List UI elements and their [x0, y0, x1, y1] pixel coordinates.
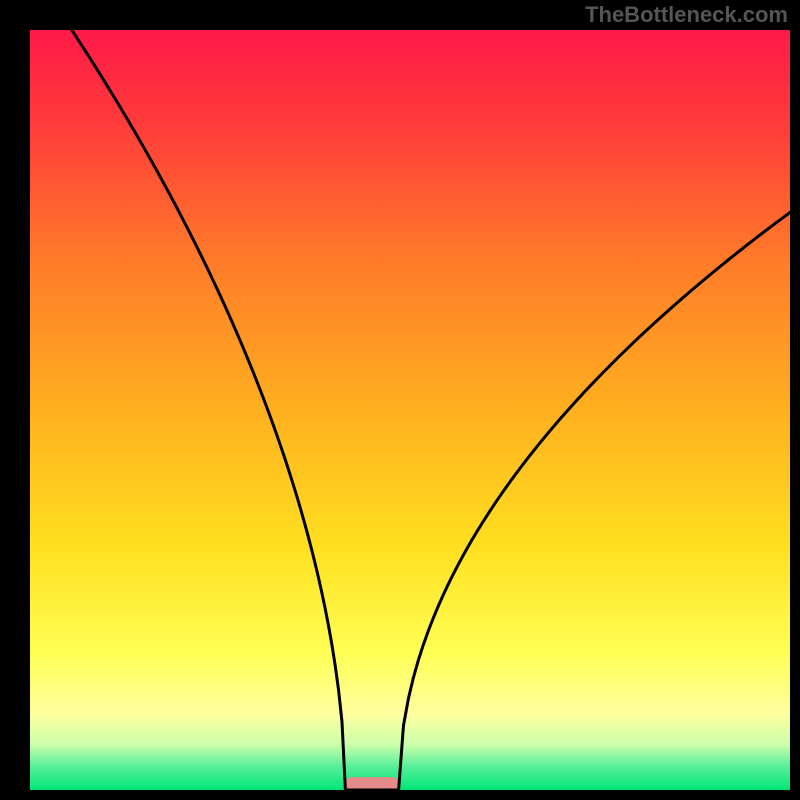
watermark-text: TheBottleneck.com — [585, 2, 788, 28]
plot-area — [30, 30, 790, 790]
trough-marker — [345, 777, 398, 790]
curve-layer — [30, 30, 790, 790]
chart-root: TheBottleneck.com — [0, 0, 800, 800]
bottleneck-curve — [72, 30, 790, 790]
